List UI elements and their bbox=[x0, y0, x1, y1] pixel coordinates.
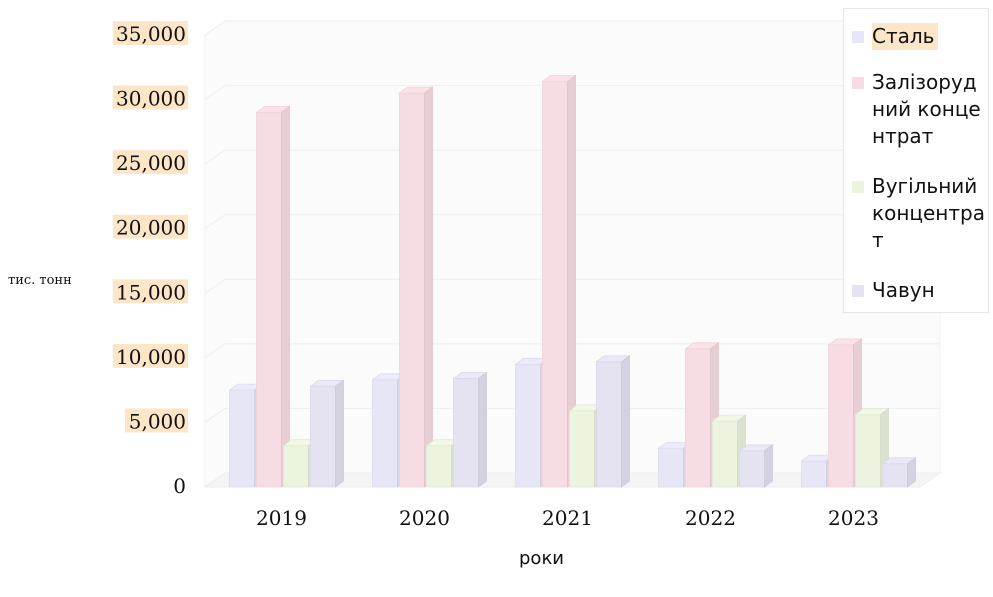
y-tick-highlight bbox=[112, 343, 188, 368]
bar-front bbox=[542, 81, 568, 488]
bar-front bbox=[310, 385, 336, 488]
y-tick-label: 30,000 bbox=[116, 87, 186, 111]
bar-front bbox=[801, 460, 827, 488]
legend-label: Вугільний концентрат bbox=[872, 174, 985, 252]
y-tick-highlight bbox=[112, 21, 188, 45]
legend-swatch bbox=[852, 285, 864, 297]
y-tick-highlight bbox=[112, 214, 188, 239]
bar-front bbox=[882, 463, 908, 488]
y-tick-highlight bbox=[112, 150, 188, 175]
bars bbox=[228, 74, 917, 488]
legend-swatch bbox=[852, 181, 864, 193]
gridline bbox=[204, 149, 940, 165]
y-tick-label: 20,000 bbox=[116, 216, 186, 240]
bar-front bbox=[712, 420, 738, 488]
legend-label: Чавун bbox=[872, 278, 935, 302]
bar-front bbox=[855, 414, 881, 488]
y-tick-highlight bbox=[125, 408, 188, 433]
bar bbox=[398, 86, 434, 488]
bar bbox=[711, 414, 747, 488]
gridline bbox=[204, 278, 940, 294]
bar-front bbox=[399, 92, 425, 488]
bar bbox=[881, 456, 917, 488]
bar-side bbox=[621, 354, 630, 488]
y-tick-label: 10,000 bbox=[116, 345, 186, 369]
x-tick-label: 2023 bbox=[828, 506, 879, 530]
y-axis-ticks: 35,000 30,000 25,000 20,000 15,000 10,000 5,00… bbox=[112, 21, 188, 498]
bar-side bbox=[424, 86, 433, 488]
y-tick-label: 5,000 bbox=[129, 409, 186, 433]
bar-side bbox=[281, 105, 290, 488]
y-tick-highlight bbox=[112, 279, 188, 304]
bar bbox=[541, 74, 577, 488]
legend-swatch bbox=[852, 31, 864, 43]
gridline bbox=[204, 85, 940, 100]
x-axis-ticks: 2019 2020 2021 2022 2023 bbox=[256, 506, 879, 530]
legend-label: Залізорудний концентрат bbox=[872, 70, 981, 148]
bar-front bbox=[453, 378, 479, 488]
y-tick-label: 25,000 bbox=[116, 151, 186, 175]
bar-side bbox=[478, 371, 487, 488]
y-tick-label: 0 bbox=[173, 474, 186, 498]
bar-front bbox=[569, 410, 595, 488]
bar-front bbox=[739, 450, 765, 488]
legend-label: Сталь bbox=[872, 23, 939, 50]
bar-front bbox=[596, 361, 622, 488]
gridline bbox=[204, 214, 940, 230]
bar bbox=[309, 379, 345, 488]
y-tick-highlight bbox=[112, 85, 188, 110]
x-tick-label: 2019 bbox=[256, 506, 307, 530]
bar-side bbox=[907, 456, 916, 488]
bar-front bbox=[283, 445, 309, 488]
y-tick-label: 35,000 bbox=[116, 22, 186, 46]
x-tick-label: 2021 bbox=[542, 506, 593, 530]
y-axis-label: тис. тонн bbox=[8, 273, 72, 288]
x-axis-label: роки bbox=[519, 548, 564, 569]
x-tick-label: 2022 bbox=[685, 506, 736, 530]
bar-side bbox=[335, 379, 344, 488]
legend: Сталь Залізорудний концентрат Вугільний … bbox=[843, 8, 989, 313]
bar bbox=[595, 354, 631, 488]
bar-front bbox=[658, 447, 684, 488]
y-tick-label: 15,000 bbox=[116, 280, 186, 304]
x-tick-label: 2020 bbox=[399, 506, 450, 530]
gridline bbox=[204, 20, 940, 36]
bar bbox=[738, 444, 774, 488]
bar-side bbox=[764, 444, 773, 488]
bar-front bbox=[515, 363, 541, 488]
bar bbox=[255, 105, 291, 488]
legend-swatch bbox=[852, 77, 864, 89]
bar-front bbox=[372, 379, 398, 488]
bar-front bbox=[256, 112, 282, 488]
bar-front bbox=[426, 445, 452, 488]
bar bbox=[452, 371, 488, 488]
bar-front bbox=[685, 348, 711, 488]
bar-front bbox=[828, 344, 854, 488]
bar-front bbox=[229, 389, 255, 488]
